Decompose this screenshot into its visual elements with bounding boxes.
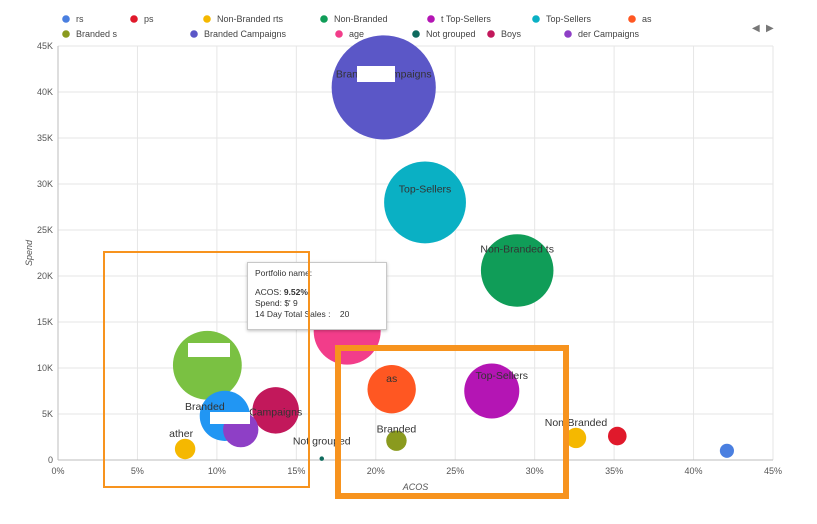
redaction-block: [330, 304, 340, 326]
redaction-block: [357, 66, 395, 82]
legend-label: der Campaigns: [578, 29, 640, 39]
y-tick-label: 10K: [37, 363, 53, 373]
y-tick-label: 5K: [42, 409, 53, 419]
x-tick-label: 5%: [131, 466, 144, 476]
tooltip-acos-value: 9.52%: [283, 287, 308, 297]
x-tick-label: 15%: [287, 466, 305, 476]
bubble-point: [464, 363, 520, 419]
y-tick-label: 35K: [37, 133, 53, 143]
tooltip-portfolio-label: Portfolio name:: [255, 268, 313, 278]
redaction-block: [188, 343, 230, 357]
bubble-label: Non-Branded: [545, 417, 608, 429]
legend-marker: [628, 15, 636, 23]
bubble-label: ather: [169, 428, 193, 440]
legend-label: Boys: [501, 29, 522, 39]
x-tick-label: 20%: [367, 466, 385, 476]
legend-label: Branded Campaigns: [204, 29, 287, 39]
bubble-point: [565, 427, 587, 449]
bubble-point: [367, 364, 416, 414]
legend-marker: [203, 15, 211, 23]
legend-marker: [130, 15, 138, 23]
legend-marker: [320, 15, 328, 23]
bubble-point: [331, 35, 436, 140]
x-tick-label: 45%: [764, 466, 782, 476]
bubble-label: Top-Sellers: [476, 370, 529, 382]
y-tick-label: 40K: [37, 87, 53, 97]
bubble-point: [607, 426, 627, 446]
bubble-point: [252, 387, 299, 434]
y-tick-label: 20K: [37, 271, 53, 281]
y-tick-label: 45K: [37, 41, 53, 51]
legend-label: age: [349, 29, 364, 39]
legend-marker: [335, 30, 343, 38]
highlight-box-right: [335, 345, 569, 499]
legend-marker: [412, 30, 420, 38]
bubble-point: [480, 234, 554, 307]
bubble-label: Non-Branded ts: [480, 243, 554, 255]
legend-label: Top-Sellers: [546, 14, 592, 24]
y-tick-label: 15K: [37, 317, 53, 327]
legend-label: Branded s: [76, 29, 118, 39]
bubble-label: as: [386, 373, 397, 385]
x-tick-label: 40%: [685, 466, 703, 476]
highlight-box-left: [103, 251, 310, 488]
tooltip-sales-label: 14 Day Total Sales :: [255, 309, 331, 319]
legend-label: Non-Branded: [334, 14, 388, 24]
bubble-point: [384, 161, 466, 244]
legend-marker: [487, 30, 495, 38]
tooltip-acos-label: ACOS:: [255, 287, 282, 297]
y-tick-label: 30K: [37, 179, 53, 189]
legend-next-icon[interactable]: ▶: [766, 23, 774, 34]
bubble-label: Top-Sellers: [399, 183, 452, 195]
x-tick-label: 0%: [51, 466, 64, 476]
y-axis-title: Spend: [24, 239, 34, 266]
y-tick-label: 0: [48, 455, 53, 465]
bubble-point: [386, 430, 407, 451]
chart-tooltip: Portfolio name: ACOS: 9.52% Spend: $' 9 …: [247, 262, 387, 330]
bubble-point: [319, 456, 324, 461]
bubble-label: Campaigns: [249, 406, 302, 418]
legend-label: rs: [76, 14, 84, 24]
x-tick-label: 35%: [605, 466, 623, 476]
x-tick-label: 10%: [208, 466, 226, 476]
x-tick-label: 25%: [446, 466, 464, 476]
legend-label: ps: [144, 14, 154, 24]
tooltip-spend-value: $' 9: [284, 298, 298, 308]
x-axis-title: ACOS: [402, 482, 429, 492]
legend-label: Non-Branded rts: [217, 14, 284, 24]
legend-label: t Top-Sellers: [441, 14, 491, 24]
legend-marker: [62, 15, 70, 23]
legend-marker: [564, 30, 572, 38]
bubble-point: [174, 438, 196, 460]
legend-marker: [190, 30, 198, 38]
legend-label: Not grouped: [426, 29, 476, 39]
tooltip-spend-label: Spend:: [255, 298, 282, 308]
legend-label: as: [642, 14, 652, 24]
tooltip-sales-value: $ 20: [332, 309, 350, 319]
bubble-point: [719, 443, 734, 458]
legend-prev-icon[interactable]: ◀: [752, 23, 760, 34]
redaction-block: [210, 412, 250, 424]
bubble-label: Branded: [185, 401, 225, 413]
legend-marker: [62, 30, 70, 38]
y-tick-label: 25K: [37, 225, 53, 235]
legend-marker: [427, 15, 435, 23]
x-tick-label: 30%: [526, 466, 544, 476]
legend-marker: [532, 15, 540, 23]
bubble-label: Branded: [377, 424, 417, 436]
